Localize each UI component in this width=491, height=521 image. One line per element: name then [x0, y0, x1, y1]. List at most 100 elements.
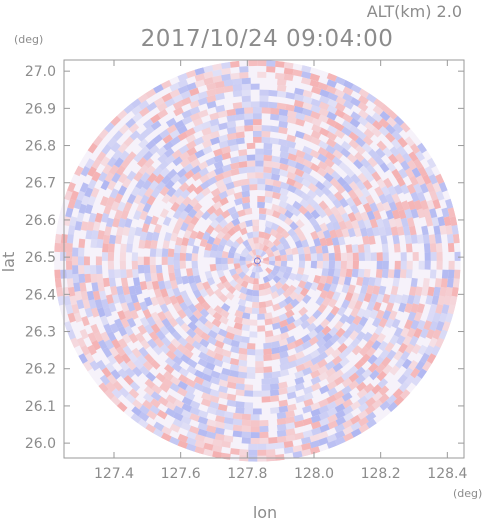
radar-cell [206, 431, 217, 440]
radar-cell [342, 405, 354, 416]
radar-cell [339, 197, 349, 208]
radar-cell [190, 215, 200, 226]
radar-cell [235, 125, 245, 133]
radar-cell [104, 389, 115, 400]
radar-cell [235, 389, 245, 397]
radar-cell [377, 378, 389, 389]
radar-cell [232, 90, 243, 98]
radar-cell [341, 212, 351, 223]
radar-cell [409, 225, 417, 236]
radar-cell [117, 338, 128, 349]
radar-cell [200, 325, 211, 335]
radar-cell [278, 213, 288, 222]
radar-cell [365, 114, 376, 125]
y-tick-label: 26.5 [25, 250, 56, 266]
radar-cell [366, 301, 376, 312]
radar-cell [391, 130, 402, 141]
radar-cell [225, 331, 235, 340]
radar-cell [369, 293, 379, 304]
radar-cell [134, 226, 143, 237]
radar-cell [181, 109, 193, 119]
radar-cell [128, 333, 139, 344]
radar-cell [179, 210, 189, 221]
radar-cell [194, 302, 204, 313]
radar-cell [231, 240, 240, 249]
radar-cell [124, 218, 133, 228]
radar-cell [104, 122, 115, 133]
radar-cell [373, 98, 385, 109]
radar-cell [435, 190, 445, 201]
radar-cell [369, 309, 379, 320]
radar-cell [347, 212, 357, 222]
radar-cell [363, 292, 372, 303]
radar-cell [372, 120, 383, 131]
radar-cell [271, 161, 281, 169]
radar-cell [436, 260, 443, 270]
radar-cell [139, 316, 150, 328]
radar-cell [287, 159, 297, 168]
radar-cell [383, 177, 393, 189]
radar-cell [170, 173, 181, 184]
radar-cell [177, 380, 188, 391]
radar-cell [86, 221, 95, 231]
radar-cell [400, 294, 409, 305]
radar-cell [252, 131, 262, 137]
y-tick-label: 26.9 [25, 101, 56, 117]
radar-cell [358, 316, 369, 327]
radar-cell [416, 208, 425, 219]
radar-cell [376, 252, 383, 261]
radar-cell [276, 270, 285, 279]
radar-cell [238, 155, 248, 162]
radar-cell [292, 444, 303, 453]
radar-cell [88, 212, 97, 223]
radar-cell [252, 231, 259, 238]
radar-cell [333, 369, 344, 380]
radar-cell [292, 450, 303, 459]
radar-cell [217, 403, 228, 412]
radar-cell [78, 238, 86, 248]
radar-cell [162, 377, 173, 388]
radar-cell [237, 209, 246, 217]
radar-cell [150, 391, 162, 402]
radar-cell [344, 220, 354, 230]
radar-cell [238, 292, 247, 301]
radar-cell [264, 318, 274, 326]
radar-cell [88, 299, 97, 310]
radar-cell [238, 149, 248, 157]
radar-cell [67, 312, 76, 323]
radar-cell [247, 276, 254, 285]
radar-cell [248, 250, 255, 258]
radar-cell [292, 200, 303, 211]
radar-cell [406, 294, 415, 305]
radar-cell [100, 331, 110, 342]
radar-cell [375, 201, 385, 213]
radar-cell [209, 112, 220, 121]
radar-cell [238, 353, 248, 361]
radar-cell [318, 114, 329, 124]
radar-cell [378, 393, 390, 404]
radar-cell [255, 160, 264, 167]
radar-cell [114, 209, 123, 220]
radar-cell [146, 195, 156, 206]
radar-cell [295, 149, 306, 159]
radar-cell [84, 187, 94, 198]
radar-cell [309, 245, 317, 254]
radar-cell [155, 181, 166, 192]
radar-cell [200, 398, 212, 407]
radar-cell [221, 250, 229, 259]
radar-cell [159, 129, 170, 139]
radar-cell [278, 405, 289, 413]
radar-cell [232, 223, 242, 233]
radar-cell [300, 287, 310, 297]
radar-cell [156, 296, 166, 306]
radar-cell [94, 331, 104, 343]
radar-cell [262, 238, 271, 246]
radar-cell [197, 91, 208, 100]
radar-cell [185, 127, 196, 137]
radar-cell [395, 153, 406, 164]
radar-cell [371, 399, 383, 410]
radar-cell [417, 166, 428, 177]
radar-cell [331, 355, 343, 366]
radar-cell [220, 209, 231, 219]
radar-cell [286, 322, 297, 331]
